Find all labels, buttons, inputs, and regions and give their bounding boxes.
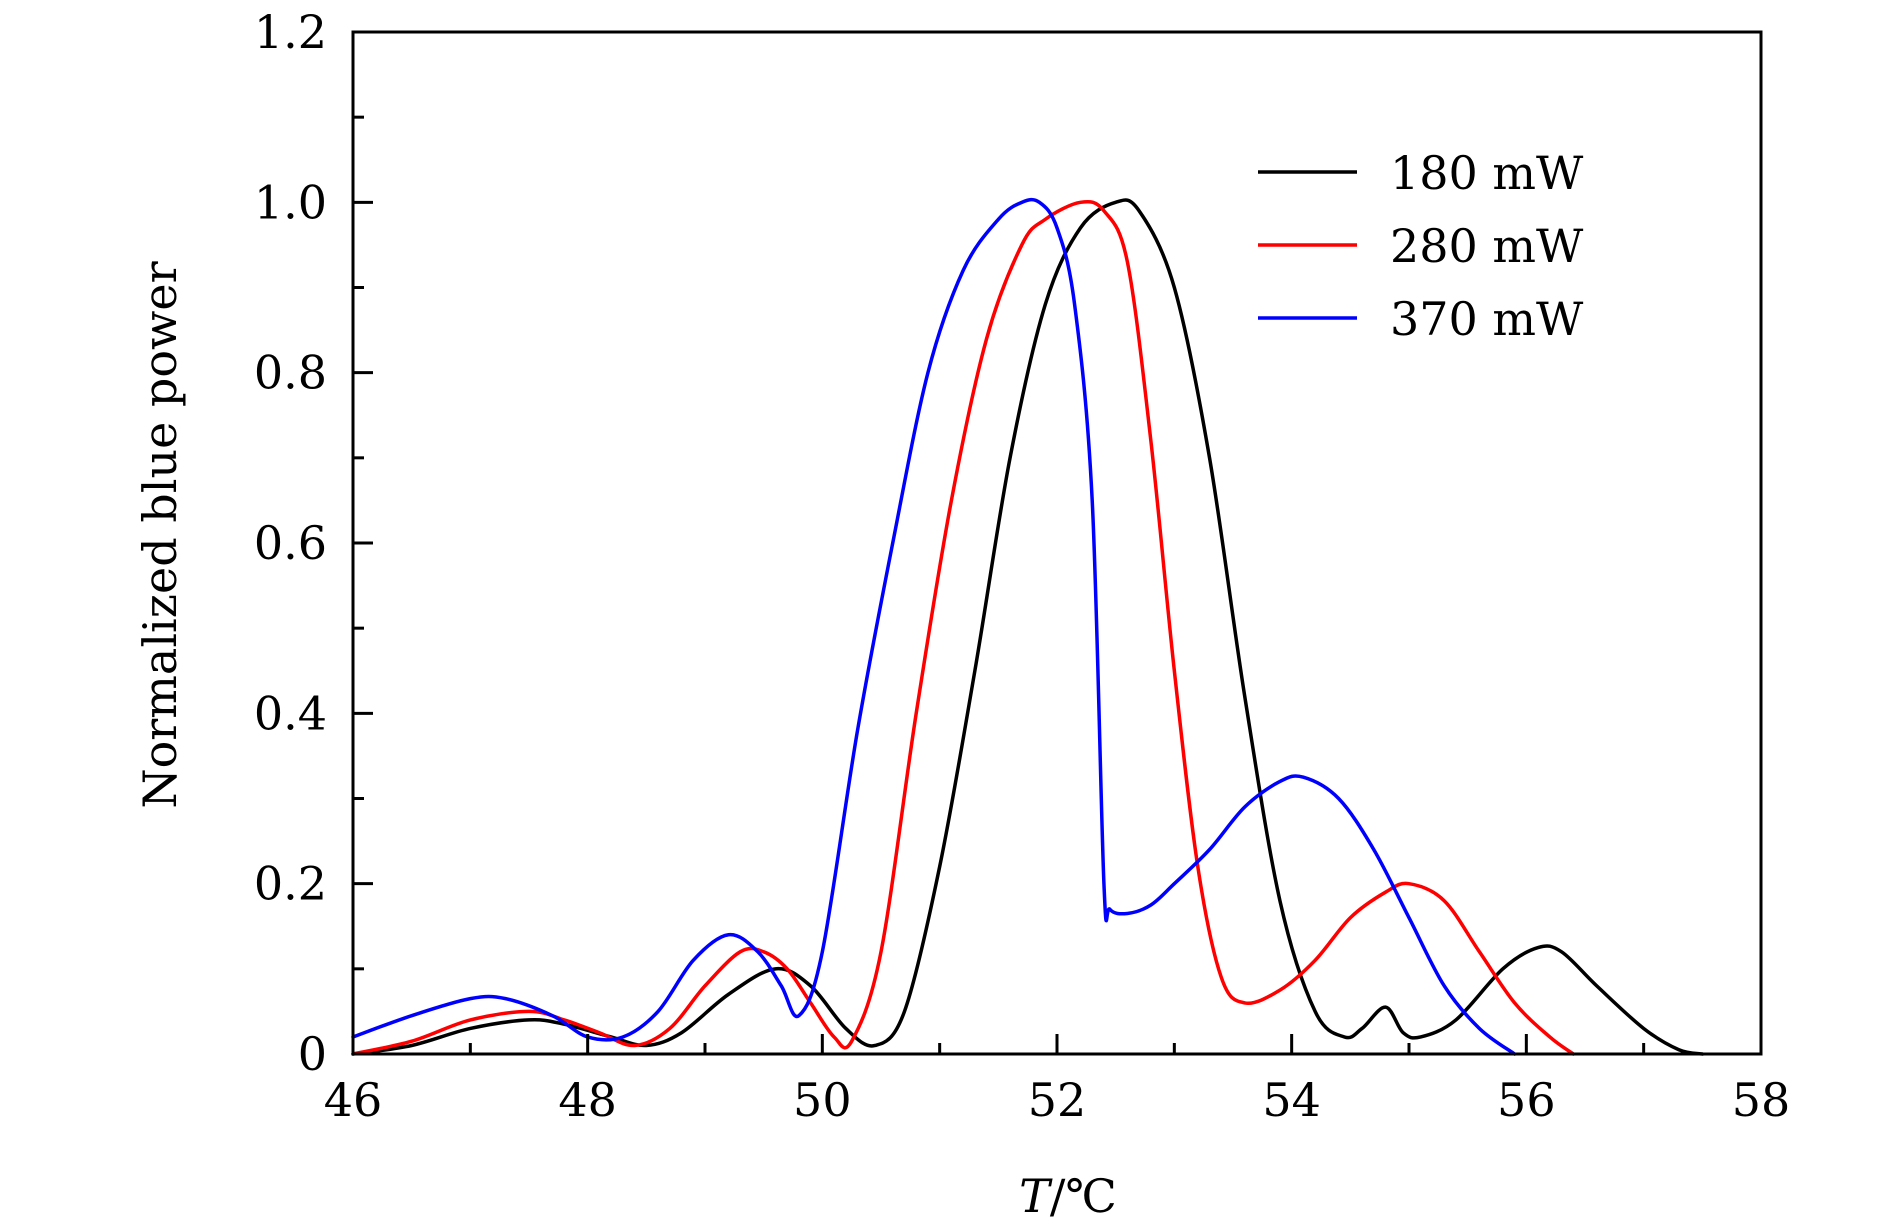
x-tick-label: 58 — [1732, 1073, 1791, 1127]
y-tick-label: 0.4 — [254, 686, 327, 740]
series-line-280-mw — [351, 199, 1576, 1056]
y-tick-label: 1.0 — [254, 175, 327, 229]
plot-lines — [351, 197, 1705, 1056]
legend: 180 mW 280 mW 370 mW — [1258, 146, 1584, 346]
x-axis-separator: / — [1050, 1169, 1066, 1223]
series-line-370-mw — [351, 197, 1517, 1056]
x-axis-unit: ℃ — [1065, 1169, 1116, 1223]
x-axis-title: T/℃ — [1019, 1169, 1117, 1223]
x-tick-label: 54 — [1262, 1073, 1321, 1127]
x-axis-variable: T — [1019, 1169, 1053, 1223]
x-tick-label: 56 — [1497, 1073, 1556, 1127]
y-tick-label: 0.2 — [254, 857, 327, 911]
y-tick-labels: 0 0.2 0.4 0.6 0.8 1.0 1.2 — [254, 5, 327, 1081]
x-tick-label: 50 — [793, 1073, 852, 1127]
series-line-180-mw — [351, 198, 1705, 1056]
y-tick-label: 1.2 — [254, 5, 327, 59]
x-tick-label: 46 — [324, 1073, 383, 1127]
legend-label: 180 mW — [1390, 146, 1584, 200]
x-tick-labels: 46 48 50 52 54 56 58 — [324, 1073, 1791, 1127]
x-tick-label: 48 — [558, 1073, 617, 1127]
x-tick-label: 52 — [1028, 1073, 1087, 1127]
y-tick-label: 0.6 — [254, 516, 327, 570]
legend-label: 370 mW — [1390, 292, 1584, 346]
y-tick-label: 0.8 — [254, 346, 327, 400]
y-axis-title: Normalized blue power — [133, 261, 187, 808]
legend-label: 280 mW — [1390, 219, 1584, 273]
y-tick-label: 0 — [298, 1027, 327, 1081]
axis-ticks — [351, 30, 1763, 1056]
